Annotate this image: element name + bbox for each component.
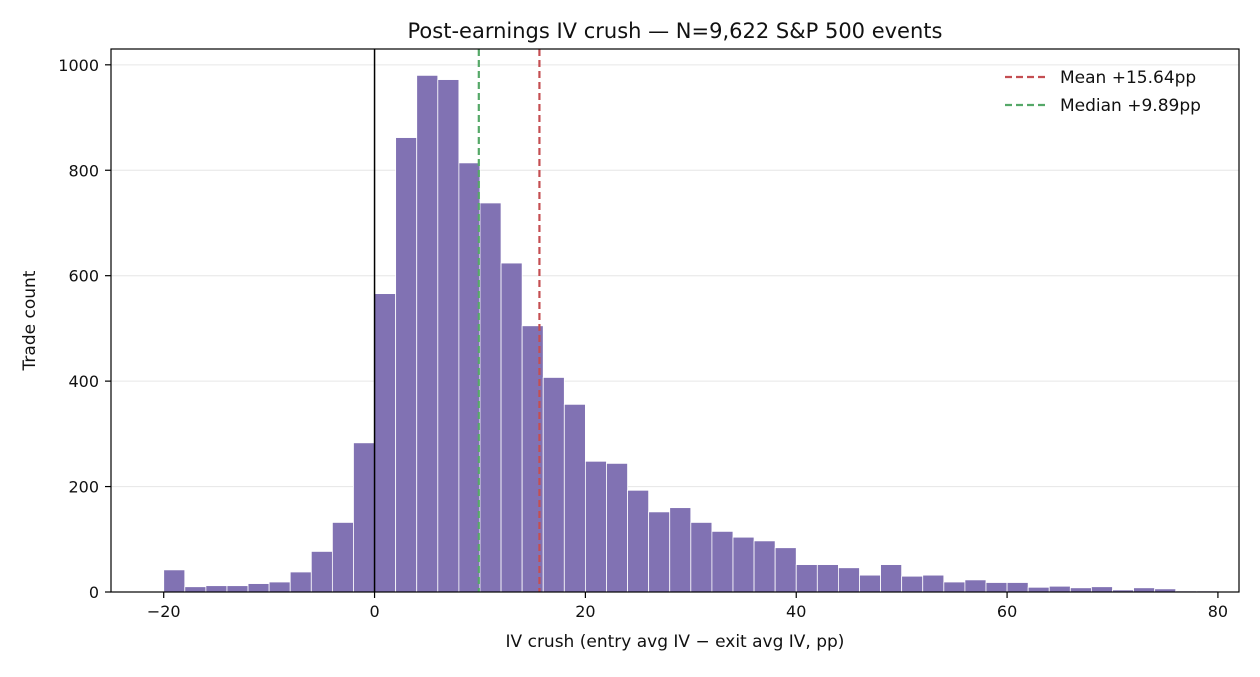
histogram-bar bbox=[542, 377, 565, 593]
x-axis-label: IV crush (entry avg IV − exit avg IV, pp… bbox=[506, 632, 845, 652]
histogram-bar bbox=[964, 579, 987, 593]
histogram-bar bbox=[606, 462, 628, 593]
histogram-bar bbox=[669, 507, 692, 593]
histogram-bar bbox=[247, 583, 270, 593]
histogram-bar bbox=[163, 569, 186, 593]
histogram-bar bbox=[563, 403, 586, 593]
histogram-bar bbox=[880, 564, 903, 593]
y-tick-label: 600 bbox=[68, 267, 99, 286]
legend-label: Mean +15.64pp bbox=[1060, 68, 1196, 88]
histogram-bar bbox=[1048, 585, 1071, 593]
histogram-bar bbox=[943, 581, 966, 593]
histogram-bar bbox=[816, 564, 839, 593]
y-tick-label: 400 bbox=[68, 372, 99, 391]
histogram-bar bbox=[289, 571, 312, 593]
histogram-bar bbox=[690, 522, 713, 593]
histogram-bar bbox=[711, 530, 734, 593]
histogram-bar bbox=[753, 540, 776, 593]
histogram-bar bbox=[584, 460, 607, 593]
y-tick-label: 800 bbox=[68, 161, 99, 180]
histogram-bar bbox=[1091, 586, 1113, 593]
chart-title: Post-earnings IV crush — N=9,622 S&P 500… bbox=[408, 19, 943, 43]
histogram-bar bbox=[627, 489, 650, 593]
histogram-bar bbox=[1006, 582, 1029, 593]
y-tick-label: 200 bbox=[68, 478, 99, 497]
y-axis-ticks: 0 200 400 600 800 1000 bbox=[58, 56, 111, 602]
histogram-bar bbox=[479, 202, 502, 593]
histogram-bar bbox=[226, 585, 249, 593]
legend: Mean +15.64pp Median +9.89pp bbox=[1005, 68, 1201, 116]
histogram-bar bbox=[922, 574, 945, 593]
histogram-bar bbox=[458, 162, 481, 593]
y-tick-label: 1000 bbox=[58, 56, 99, 75]
histogram-bar bbox=[205, 585, 228, 593]
histogram-bar bbox=[500, 262, 523, 593]
plot-frame bbox=[110, 48, 1240, 593]
histogram-bar bbox=[648, 511, 671, 593]
histogram-bar bbox=[395, 137, 418, 593]
histogram-bar bbox=[1027, 586, 1050, 593]
y-axis-label: Trade count bbox=[20, 270, 40, 371]
histogram-bar bbox=[1069, 587, 1092, 593]
x-tick-label: 20 bbox=[575, 602, 595, 621]
x-tick-label: 60 bbox=[997, 602, 1017, 621]
histogram-bar bbox=[184, 586, 207, 593]
histogram-bar bbox=[374, 293, 397, 593]
histogram-bar bbox=[416, 74, 439, 593]
y-tick-label: 0 bbox=[89, 583, 99, 602]
legend-label: Median +9.89pp bbox=[1060, 96, 1201, 116]
histogram-bar bbox=[353, 442, 375, 593]
histogram-bar bbox=[859, 574, 881, 593]
histogram-bar bbox=[901, 575, 924, 593]
histogram-bar bbox=[268, 581, 291, 593]
histogram-bar bbox=[310, 551, 333, 593]
histogram-bar bbox=[985, 582, 1008, 593]
x-tick-label: −20 bbox=[147, 602, 181, 621]
histogram-bars bbox=[163, 74, 1219, 593]
histogram-bar bbox=[437, 79, 460, 593]
histogram-bar bbox=[1133, 587, 1156, 593]
histogram-bar bbox=[838, 567, 860, 593]
x-tick-label: 0 bbox=[369, 602, 379, 621]
x-tick-label: 40 bbox=[786, 602, 806, 621]
histogram-bar bbox=[774, 547, 797, 593]
x-tick-label: 80 bbox=[1208, 602, 1228, 621]
histogram-bar bbox=[795, 564, 818, 593]
histogram-bar bbox=[331, 522, 354, 593]
histogram-bar bbox=[732, 536, 755, 593]
reference-lines bbox=[373, 49, 541, 592]
x-axis-ticks: −20 0 20 40 60 80 bbox=[147, 592, 1228, 621]
